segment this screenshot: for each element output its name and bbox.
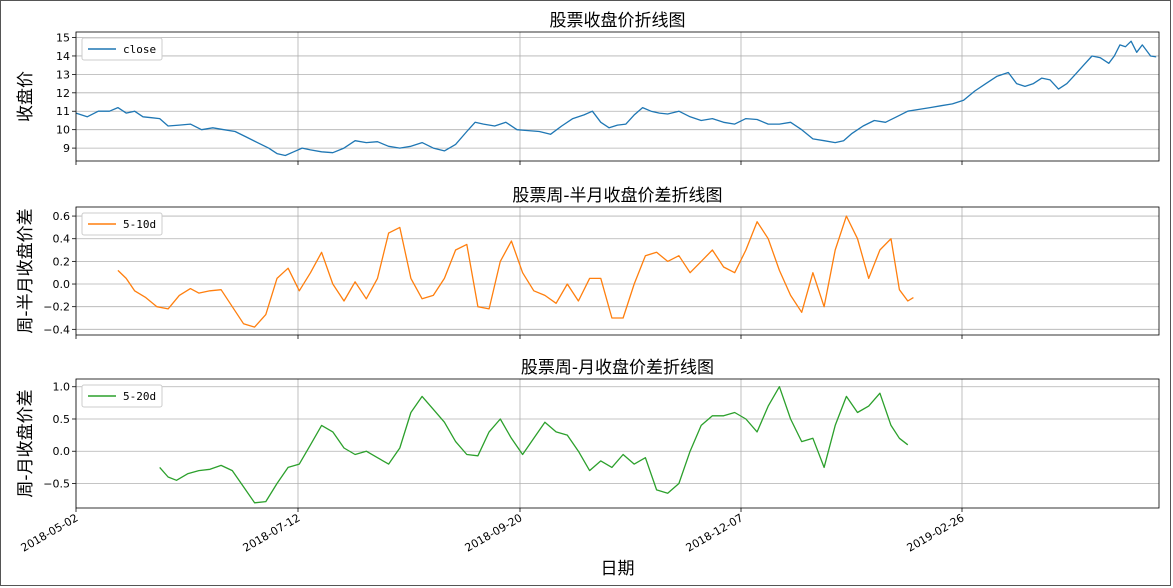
y-tick-label: −0.2 [43,301,70,314]
x-tick-label: 2018-05-02 [19,511,81,554]
legend: 5-10d [81,212,163,236]
y-tick-label: 0.0 [53,445,71,458]
x-tick-label: 2018-07-12 [241,511,303,554]
y-axis-label: 收盘价 [16,71,36,122]
y-tick-label: 0.4 [53,233,71,246]
legend-label: 5-10d [123,218,156,231]
y-tick-label: 0.0 [53,278,71,291]
chart-title: 股票周-月收盘价差折线图 [521,358,714,378]
plot-area-frame [75,206,1160,336]
y-tick-label: 1.0 [53,381,71,394]
y-tick-label: 0.6 [53,210,71,223]
legend-box [81,212,163,236]
y-tick-label: 14 [56,50,70,63]
legend-label: close [123,43,156,56]
y-tick-label: −0.5 [43,477,70,490]
y-axis-label: 周-月收盘价差 [16,389,36,497]
y-tick-label: 10 [56,124,70,137]
legend-label: 5-20d [123,390,156,403]
series-line-5-20d [159,386,909,504]
chart-title: 股票收盘价折线图 [550,11,686,31]
y-tick-label: 11 [56,105,70,118]
y-tick-label: 15 [56,32,70,45]
series-line-close [75,40,1157,157]
y-tick-label: 12 [56,87,70,100]
y-tick-label: 9 [63,142,70,155]
plot-area-frame [75,31,1160,162]
x-tick-label: 2018-09-20 [463,511,525,554]
chart-title: 股票周-半月收盘价差折线图 [512,186,722,206]
y-axis-label: 周-半月收盘价差 [16,208,36,333]
y-tick-label: 0.5 [53,413,71,426]
legend-box [81,384,163,408]
series-line-5-10d [117,215,914,328]
y-tick-label: 13 [56,68,70,81]
y-tick-label: 0.2 [53,255,71,268]
x-axis-label: 日期 [601,559,635,579]
y-tick-label: −0.4 [43,323,70,336]
plot-area-frame [75,378,1160,509]
x-tick-label: 2019-02-26 [905,511,967,554]
legend: close [81,37,163,61]
legend: 5-20d [81,384,163,408]
legend-box [81,37,163,61]
x-tick-label: 2018-12-07 [684,511,746,554]
